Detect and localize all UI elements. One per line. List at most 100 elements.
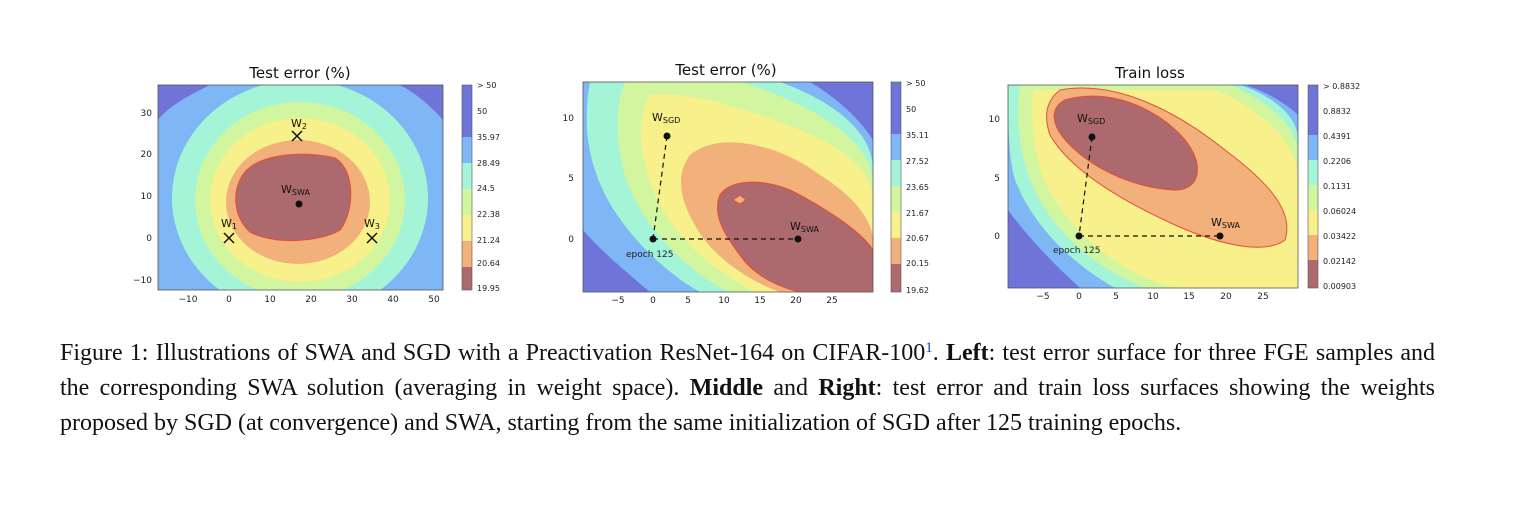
y-tick: 5 <box>568 174 574 184</box>
colorbar-label: 21.67 <box>906 209 929 218</box>
y-tick: 20 <box>141 150 153 160</box>
x-tick: 15 <box>1183 292 1194 302</box>
x-tick: 10 <box>718 296 730 306</box>
contour-plot-right: Train loss WSGD WSWA epoch 125 <box>989 64 1361 302</box>
colorbar-label: 24.5 <box>477 184 495 193</box>
point-w1: W1 <box>221 217 237 244</box>
y-ticks: 30 20 10 0 −10 <box>133 109 152 286</box>
colorbar: > 0.8832 0.8832 0.4391 0.2206 0.1131 0.0… <box>1307 82 1360 291</box>
point-label: W2 <box>291 117 307 131</box>
x-tick: 20 <box>1220 292 1232 302</box>
point-label: WSWA <box>281 183 310 197</box>
colorbar: > 50 50 35.11 27.52 23.65 21.67 20.67 20… <box>890 79 929 295</box>
colorbar-label: > 50 <box>906 79 925 88</box>
x-tick: 50 <box>428 295 440 305</box>
point-wsgd: WSGD <box>652 111 680 140</box>
contour-fill <box>158 85 443 290</box>
colorbar-label: 0.1131 <box>1323 182 1351 191</box>
colorbar-label: 19.62 <box>906 286 929 295</box>
y-tick: 10 <box>141 192 153 202</box>
y-tick: 0 <box>568 235 574 245</box>
point-epoch125: epoch 125 <box>626 235 673 260</box>
caption-lead: Figure 1: Illustrations of SWA and SGD w… <box>60 340 926 366</box>
x-tick: 25 <box>826 296 837 306</box>
colorbar-label: 0.2206 <box>1323 157 1351 166</box>
y-tick: 30 <box>141 109 153 119</box>
x-tick: −10 <box>179 295 198 305</box>
x-tick: 0 <box>226 295 232 305</box>
x-tick: −5 <box>1036 292 1049 302</box>
x-tick: 20 <box>790 296 802 306</box>
y-tick: −10 <box>133 276 152 286</box>
y-ticks: 10 5 0 <box>989 115 1001 242</box>
dashed-path <box>1078 136 1220 237</box>
point-wsgd: WSGD <box>1077 112 1105 141</box>
colorbar-label: 0.00903 <box>1323 282 1356 291</box>
point-epoch125: epoch 125 <box>1053 232 1100 256</box>
x-tick: −5 <box>611 296 624 306</box>
panel-middle: Test error (%) WSGD WSWA epoc <box>563 60 930 314</box>
x-tick: 10 <box>1147 292 1159 302</box>
panel-left: Test error (%) −10 0 10 20 30 40 50 30 2… <box>133 60 500 314</box>
caption-left-label: Left <box>945 340 989 366</box>
caption-middle-label: Middle <box>689 375 764 401</box>
point-label: WSWA <box>790 220 819 234</box>
colorbar-label: 20.15 <box>906 259 929 268</box>
panel-right: Train loss WSGD WSWA epoch 125 <box>989 60 1375 314</box>
point-label: WSGD <box>652 111 680 125</box>
colorbar-label: 50 <box>477 107 487 116</box>
x-tick: 5 <box>1113 292 1119 302</box>
colorbar-label: 0.03422 <box>1323 232 1356 241</box>
colorbar-label: > 0.8832 <box>1323 82 1360 91</box>
point-label: WSWA <box>1211 216 1240 230</box>
point-label: epoch 125 <box>626 250 673 260</box>
contour-plot-left: Test error (%) −10 0 10 20 30 40 50 30 2… <box>133 64 500 305</box>
colorbar-label: 0.8832 <box>1323 107 1351 116</box>
point-wswa: WSWA <box>281 183 310 208</box>
colorbar: > 50 50 35.97 28.49 24.5 22.38 21.24 20.… <box>461 81 500 293</box>
contour-fill <box>1008 85 1298 288</box>
x-tick: 40 <box>387 295 399 305</box>
y-tick: 10 <box>563 114 575 124</box>
figure-caption: Figure 1: Illustrations of SWA and SGD w… <box>60 340 1436 436</box>
x-ticks: −10 0 10 20 30 40 50 <box>179 295 440 305</box>
colorbar-label: 21.24 <box>477 236 500 245</box>
point-label: epoch 125 <box>1053 246 1100 256</box>
point-wswa: WSWA <box>1211 216 1240 240</box>
colorbar-label: 20.64 <box>477 259 500 268</box>
x-ticks: −5 0 5 10 15 20 25 <box>1036 292 1268 302</box>
x-tick: 5 <box>685 296 691 306</box>
point-w2: W2 <box>291 117 307 142</box>
x-tick: 10 <box>264 295 276 305</box>
point-w3: W3 <box>364 217 380 244</box>
x-tick: 0 <box>650 296 656 306</box>
contour-plot-middle: Test error (%) WSGD WSWA epoc <box>563 61 929 306</box>
y-tick: 0 <box>994 232 1000 242</box>
panel-title: Test error (%) <box>248 64 350 82</box>
x-tick: 15 <box>754 296 765 306</box>
colorbar-label: > 50 <box>477 81 496 90</box>
point-label: W1 <box>221 217 237 231</box>
point-label: WSGD <box>1077 112 1105 126</box>
colorbar-label: 28.49 <box>477 159 500 168</box>
panel-title: Test error (%) <box>674 61 776 79</box>
panel-title: Train loss <box>1114 64 1185 82</box>
colorbar-label: 23.65 <box>906 183 929 192</box>
x-tick: 25 <box>1257 292 1268 302</box>
colorbar-label: 0.06024 <box>1323 207 1356 216</box>
colorbar-label: 27.52 <box>906 157 929 166</box>
colorbar-label: 19.95 <box>477 284 500 293</box>
footnote-mark[interactable]: 1 <box>925 340 933 356</box>
x-tick: 0 <box>1076 292 1082 302</box>
point-wswa: WSWA <box>790 220 819 243</box>
x-tick: 30 <box>346 295 358 305</box>
y-tick: 0 <box>146 234 152 244</box>
x-ticks: −5 0 5 10 15 20 25 <box>611 296 837 306</box>
colorbar-label: 50 <box>906 105 916 114</box>
colorbar-label: 22.38 <box>477 210 500 219</box>
dashed-path <box>652 135 798 240</box>
colorbar-label: 35.97 <box>477 133 500 142</box>
colorbar-label: 35.11 <box>906 131 929 140</box>
y-ticks: 10 5 0 <box>563 114 575 245</box>
point-label: W3 <box>364 217 380 231</box>
